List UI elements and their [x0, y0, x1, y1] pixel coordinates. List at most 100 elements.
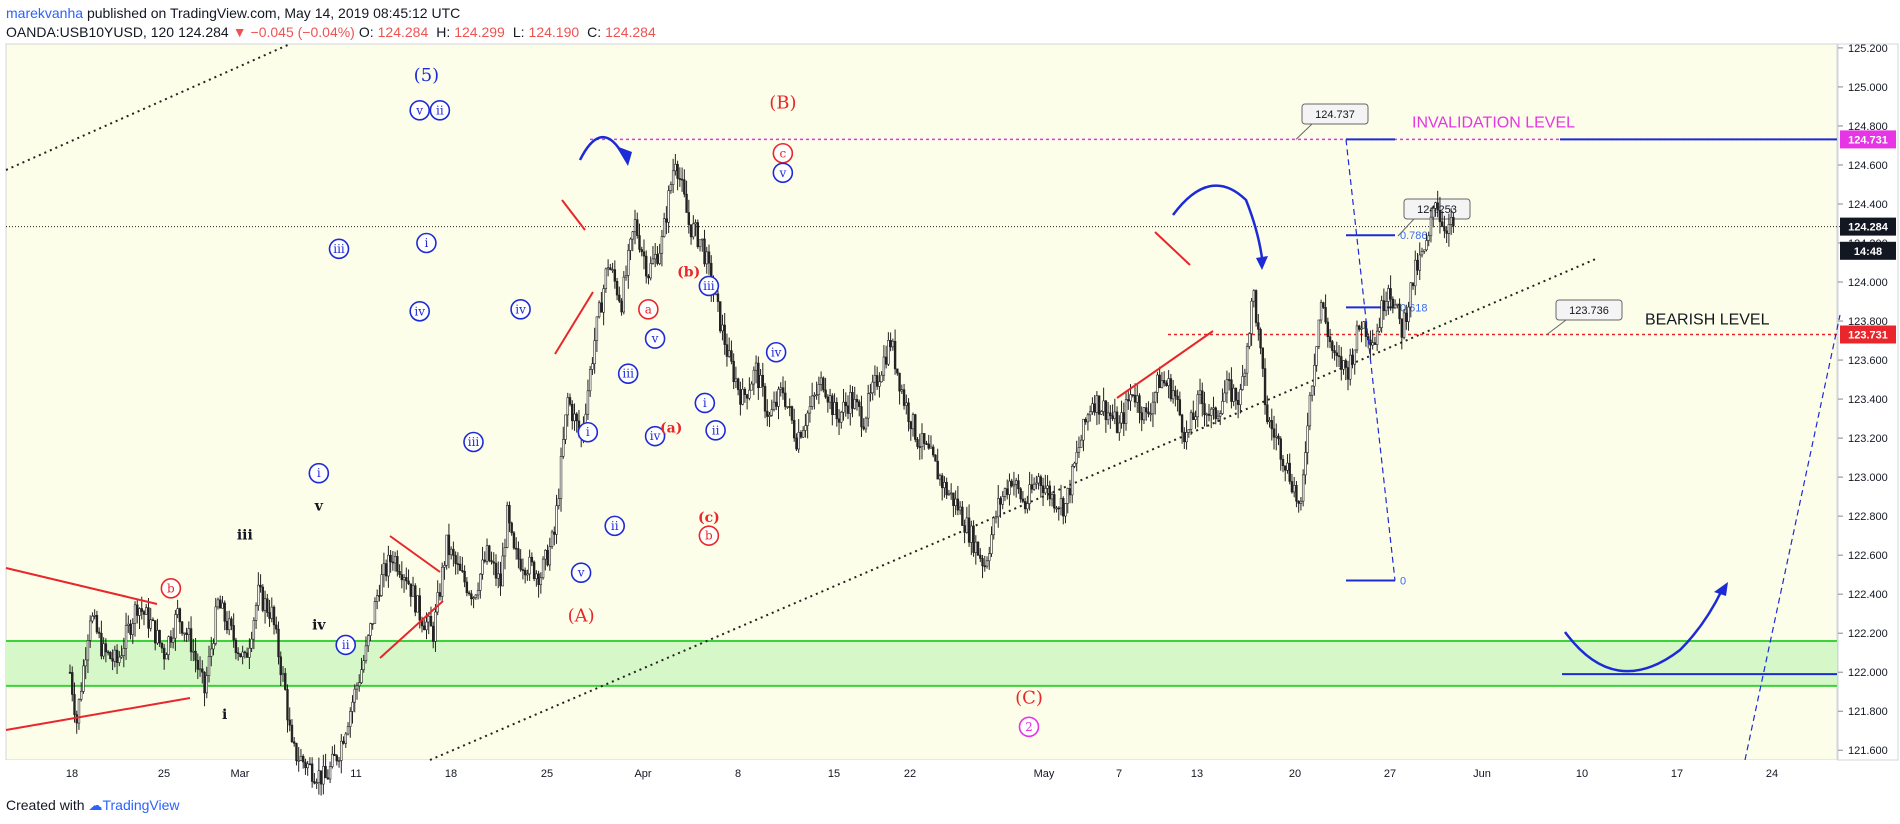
candle: [1023, 497, 1027, 514]
candle: [1075, 440, 1078, 472]
candle: [293, 737, 296, 747]
wave-label: iv: [409, 300, 431, 322]
candle: [1201, 382, 1204, 417]
candle: [248, 638, 251, 669]
candle: [169, 630, 173, 648]
candle: [324, 753, 327, 779]
candle: [203, 671, 206, 707]
candle: [167, 635, 170, 661]
candle: [786, 406, 789, 409]
symbol-label: OANDA:USB10YUSD, 120: [6, 24, 175, 40]
x-tick-label: 7: [1116, 768, 1122, 780]
candle: [799, 430, 803, 439]
candle: [467, 590, 471, 596]
candle: [775, 391, 778, 411]
candle: [1131, 394, 1134, 398]
svg-text:123.736: 123.736: [1569, 305, 1609, 317]
candle: [1322, 301, 1325, 309]
candle: [234, 637, 238, 660]
candle: [685, 180, 688, 213]
candle: [158, 629, 161, 647]
y-tick-label: 122.400: [1848, 589, 1888, 601]
candle: [133, 601, 137, 637]
candle: [1014, 477, 1018, 498]
candle: [1436, 190, 1439, 218]
candle: [1122, 402, 1125, 437]
candle: [1279, 436, 1282, 471]
candle: [407, 569, 410, 586]
candle: [1407, 301, 1410, 331]
candle: [956, 485, 960, 516]
candle: [701, 238, 704, 252]
candle: [93, 609, 96, 620]
candle: [557, 488, 560, 510]
candle: [1167, 370, 1170, 399]
candle: [1133, 383, 1137, 408]
candle: [1039, 474, 1043, 498]
author-link[interactable]: marekvanha: [6, 5, 84, 21]
candle: [1050, 491, 1054, 507]
candle: [1037, 473, 1040, 490]
candle: [1203, 391, 1206, 427]
high-label: H: 124.299: [436, 24, 505, 40]
y-tick-label: 124.800: [1848, 121, 1888, 133]
candle: [1216, 410, 1220, 422]
candle: [113, 645, 117, 668]
candle: [1174, 385, 1177, 407]
candle: [1136, 384, 1139, 413]
candle: [1001, 491, 1004, 510]
wave-label: iv: [644, 425, 666, 447]
candle: [241, 645, 244, 665]
candle: [1109, 404, 1112, 429]
candle: [1290, 473, 1294, 494]
close-label: C: 124.284: [587, 24, 656, 40]
candle: [1295, 480, 1298, 508]
candle: [999, 496, 1002, 518]
ohlc-line: OANDA:USB10YUSD, 120 124.284 ▼ −0.045 (−0.0…: [6, 23, 664, 42]
svg-text:(B): (B): [769, 93, 796, 114]
candle: [1355, 320, 1359, 354]
candle: [1162, 371, 1166, 387]
svg-text:c: c: [779, 146, 786, 160]
candle: [185, 627, 188, 643]
candle: [808, 395, 812, 423]
tradingview-brand[interactable]: TradingView: [102, 797, 180, 813]
candle: [972, 520, 975, 557]
candle: [465, 577, 469, 597]
candle: [546, 544, 549, 567]
candle: [232, 613, 235, 648]
candle: [295, 742, 298, 766]
candle: [694, 219, 697, 237]
candle: [981, 554, 984, 579]
candle: [1429, 207, 1433, 243]
candle: [761, 362, 765, 397]
chart-footer: Created with ☁TradingView: [6, 797, 180, 814]
candle: [606, 259, 610, 277]
candle: [1221, 388, 1224, 415]
candle: [905, 394, 908, 415]
candle: [236, 647, 240, 661]
candle: [927, 434, 930, 450]
candle: [149, 607, 152, 632]
y-tick-label: 122.000: [1848, 667, 1888, 679]
candle: [1277, 433, 1280, 446]
candle: [667, 185, 670, 234]
candle: [129, 619, 132, 640]
candle: [124, 612, 128, 661]
candle: [831, 393, 834, 426]
candle: [223, 600, 226, 631]
down-arrow-icon: ▼: [232, 24, 247, 40]
candle: [351, 695, 354, 724]
svg-text:iii: iii: [622, 367, 634, 381]
candle: [349, 707, 352, 738]
candle: [548, 537, 552, 571]
candle: [207, 645, 211, 683]
x-tick-label: May: [1034, 768, 1055, 780]
candle: [945, 477, 948, 500]
candle: [219, 595, 222, 609]
wave-label: iv: [510, 299, 531, 320]
red-pattern-line-7: [1116, 330, 1214, 399]
candle: [138, 607, 141, 630]
candle: [176, 599, 179, 619]
